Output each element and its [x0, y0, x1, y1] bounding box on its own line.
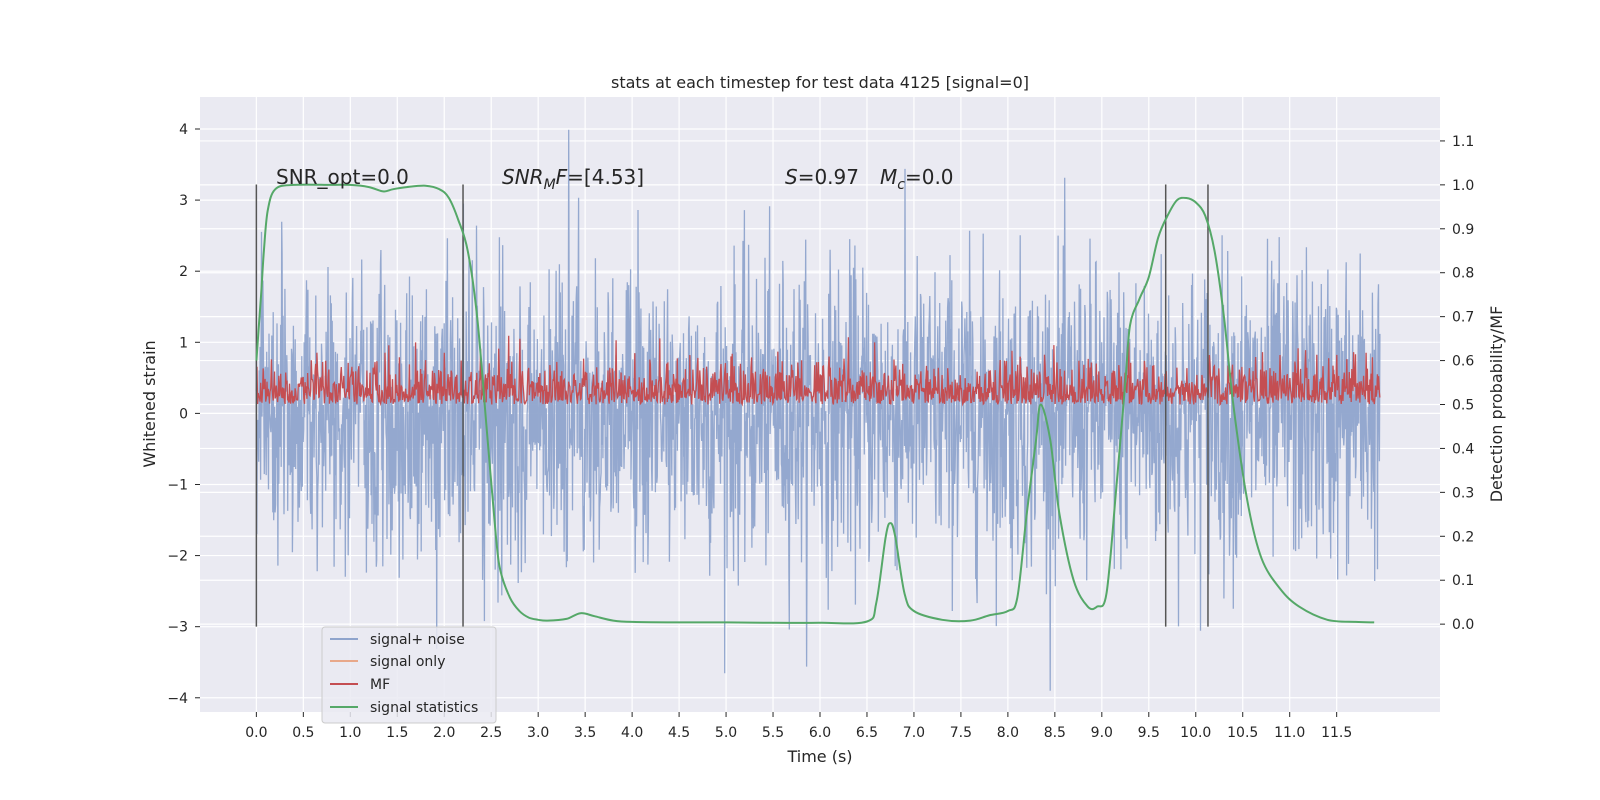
x-tick-label: 2.0 — [433, 725, 455, 741]
x-tick-label: 10.5 — [1227, 725, 1258, 741]
y-tick-label: −4 — [167, 691, 188, 707]
y-tick-label: 0 — [179, 406, 188, 422]
y-tick-label: 4 — [179, 122, 188, 138]
chart-title: stats at each timestep for test data 412… — [611, 73, 1029, 92]
y2-axis-ticks: 1.1 1.0 0.9 0.8 0.7 0.6 0.5 0.4 0.3 0.2 0.1 0.0 — [1440, 134, 1474, 633]
x-tick-label: 0.5 — [292, 725, 314, 741]
x-tick-label: 4.0 — [621, 725, 643, 741]
y2-tick-label: 0.1 — [1452, 573, 1474, 589]
y-axis-label: Whitened strain — [140, 340, 159, 467]
series-signal-statistics-line — [255, 183, 1375, 625]
x-tick-label: 6.0 — [809, 725, 831, 741]
y-axis-ticks: 4 3 2 1 0 −1 −2 −3 −4 — [167, 122, 200, 707]
legend-label: MF — [370, 677, 390, 693]
x-tick-label: 4.5 — [668, 725, 690, 741]
y2-tick-label: 0.5 — [1452, 398, 1474, 414]
y2-tick-label: 0.8 — [1452, 266, 1474, 282]
x-tick-label: 5.5 — [762, 725, 784, 741]
annotation-snr-opt: SNR_opt=0.0 — [276, 165, 409, 189]
x-axis-label: Time (s) — [786, 747, 852, 766]
legend-box — [321, 626, 497, 724]
y2-tick-label: 0.6 — [1452, 354, 1474, 370]
y-tick-label: −1 — [167, 477, 188, 493]
x-tick-label: 7.5 — [950, 725, 972, 741]
x-tick-label: 9.0 — [1091, 725, 1113, 741]
x-axis-ticks: 0.0 0.5 1.0 1.5 2.0 2.5 3.0 3.5 4.0 4.5 5.0 5.5 6.0 6… — [245, 712, 1352, 741]
x-tick-label: 0.0 — [245, 725, 267, 741]
series-mf-line — [255, 335, 1381, 407]
mf-series — [255, 335, 1381, 407]
x-tick-label: 1.0 — [339, 725, 361, 741]
legend-label: signal statistics — [370, 700, 478, 716]
y2-tick-label: 0.2 — [1452, 529, 1474, 545]
annotation-s: S=0.97 — [785, 165, 859, 189]
y-tick-label: 3 — [179, 193, 188, 209]
x-tick-label: 3.0 — [527, 725, 549, 741]
signal-statistics-series — [255, 183, 1375, 625]
legend-label: signal only — [370, 654, 445, 670]
x-tick-label: 2.5 — [480, 725, 502, 741]
y2-tick-label: 0.0 — [1452, 617, 1474, 633]
x-tick-label: 9.5 — [1138, 725, 1160, 741]
y2-tick-label: 0.7 — [1452, 310, 1474, 326]
y2-tick-label: 0.3 — [1452, 485, 1474, 501]
y-tick-label: 1 — [179, 335, 188, 351]
legend: signal+ noise signal only MF signal stat… — [321, 626, 497, 724]
x-tick-label: 1.5 — [386, 725, 408, 741]
legend-item-signal-statistics: signal statistics — [330, 700, 478, 716]
x-tick-label: 5.0 — [715, 725, 737, 741]
legend-item-signal-only: signal only — [330, 654, 445, 670]
annotation-mc: Mc=0.0 — [880, 165, 954, 193]
y2-axis-label: Detection probability/MF — [1487, 306, 1506, 503]
x-tick-label: 11.0 — [1274, 725, 1305, 741]
x-tick-label: 10.0 — [1180, 725, 1211, 741]
legend-item-mf: MF — [330, 677, 390, 693]
y2-tick-label: 0.4 — [1452, 441, 1474, 457]
x-tick-label: 7.0 — [903, 725, 925, 741]
annotations: SNR_opt=0.0 SNRMF=[4.53] S=0.97 Mc=0.0 — [276, 165, 954, 193]
vertical-lines — [255, 184, 1209, 627]
y-tick-label: −3 — [167, 620, 188, 636]
y-tick-label: 2 — [179, 264, 188, 280]
y2-tick-label: 1.0 — [1452, 178, 1474, 194]
legend-label: signal+ noise — [370, 632, 465, 648]
x-tick-label: 6.5 — [856, 725, 878, 741]
annotation-snr-mf: SNRMF=[4.53] — [502, 165, 644, 193]
y2-tick-label: 0.9 — [1452, 222, 1474, 238]
x-tick-label: 8.0 — [997, 725, 1019, 741]
x-tick-label: 3.5 — [574, 725, 596, 741]
legend-item-signal-noise: signal+ noise — [330, 632, 465, 648]
x-tick-label: 11.5 — [1321, 725, 1352, 741]
y-tick-label: −2 — [167, 549, 188, 565]
y2-tick-label: 1.1 — [1452, 134, 1474, 150]
x-tick-label: 8.5 — [1044, 725, 1066, 741]
